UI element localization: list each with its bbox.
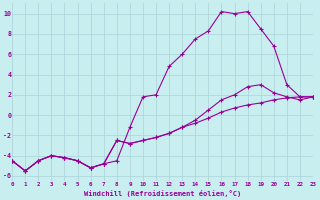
X-axis label: Windchill (Refroidissement éolien,°C): Windchill (Refroidissement éolien,°C) (84, 190, 241, 197)
